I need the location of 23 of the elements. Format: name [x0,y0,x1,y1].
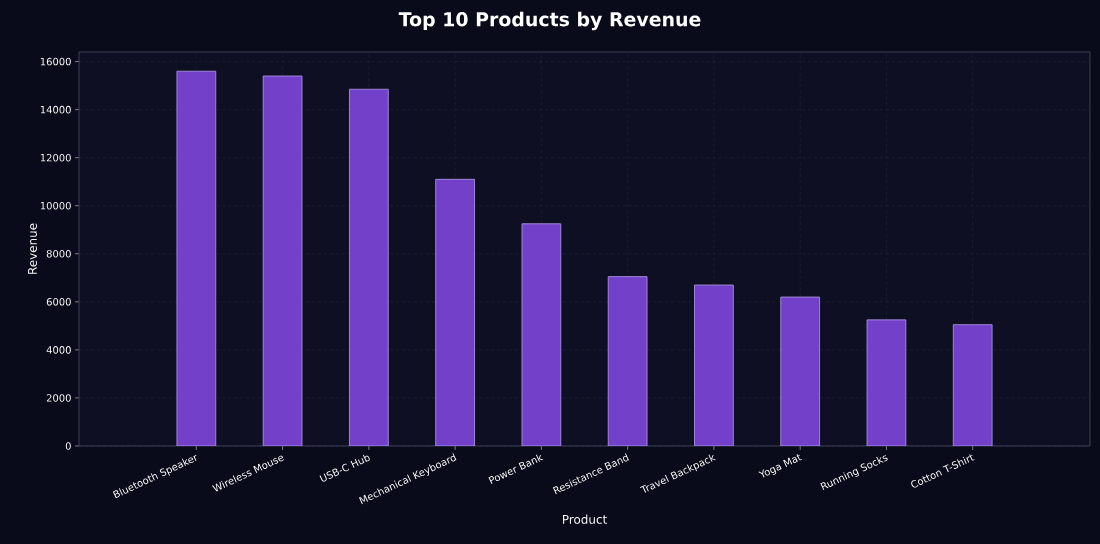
bar [866,319,907,446]
y-tick-label: 4000 [46,346,71,354]
x-tick-label: Yoga Mat [758,454,802,478]
x-axis-title: Product [562,514,607,524]
y-tick-label: 12000 [40,153,71,162]
y-tick-label: 16000 [40,57,71,66]
bar [262,75,303,446]
bar [176,70,217,446]
y-tick-label: 0 [65,442,71,450]
bar [780,296,820,446]
y-tick-label: 6000 [46,298,71,306]
bar [349,88,389,446]
y-tick-label: 10000 [40,201,71,210]
y-tick-label: 2000 [46,394,71,402]
bar [952,324,993,446]
chart-title: Top 10 Products by Revenue [398,11,701,31]
bar [694,284,734,446]
bar [521,223,562,446]
y-axis-title: Revenue [28,223,37,274]
bar [607,276,648,446]
bar [435,178,475,446]
y-tick-label: 8000 [46,250,71,258]
y-tick-label: 14000 [40,105,71,114]
